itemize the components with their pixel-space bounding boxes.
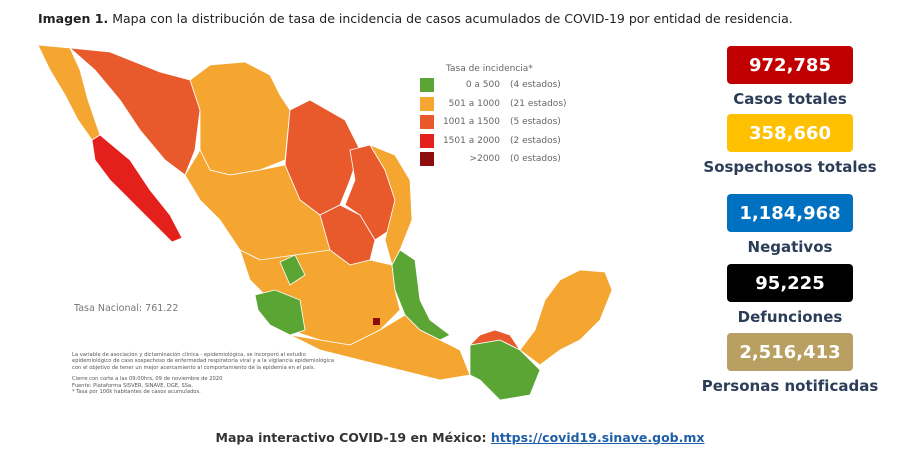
stat-value: 95,225	[727, 264, 853, 302]
map	[37, 44, 613, 401]
legend-swatch	[420, 78, 434, 93]
state	[91, 134, 183, 243]
note-line: con el objetivo de tener un mejor acerca…	[72, 364, 316, 371]
stat-label: Defunciones	[737, 308, 843, 326]
note-line: epidemiológico de caso sospechoso de enf…	[72, 358, 335, 365]
legend-range: >2000	[469, 154, 500, 165]
legend-item: 1501 a 2000 (2 estados)	[420, 132, 567, 151]
state	[391, 249, 451, 341]
legend-title: Tasa de incidencia*	[446, 64, 533, 74]
legend-item: 1001 a 1500 (5 estados)	[420, 113, 567, 132]
state	[189, 61, 291, 176]
stat-value: 358,660	[727, 114, 853, 152]
legend-item: 501 a 1000 (21 estados)	[420, 95, 567, 114]
note-line: Fuente: Plataforma SISVER, SINAVE, DGE, …	[72, 382, 193, 389]
stat-label: Negativos	[747, 238, 833, 256]
notes: La variable de asociación y dictaminació…	[72, 352, 334, 395]
note-line: * Tasa por 100k habitantes de casos acum…	[72, 389, 201, 396]
legend-range: 1501 a 2000	[442, 135, 500, 146]
state	[68, 47, 201, 176]
stat-label: Personas notificadas	[701, 377, 879, 395]
legend-range: 501 a 1000	[448, 98, 500, 109]
stat-label: Casos totales	[733, 90, 847, 108]
note-line: Cierre con corte a las 09:00hrs, 09 de n…	[72, 376, 223, 383]
stat-value: 972,785	[727, 46, 853, 84]
state	[468, 329, 522, 352]
legend-count: (2 estados)	[510, 135, 561, 146]
state	[254, 289, 306, 336]
stat-value: 1,184,968	[727, 194, 853, 232]
legend-item: >2000 (0 estados)	[420, 150, 567, 169]
legend-count: (0 estados)	[510, 154, 561, 165]
state	[279, 254, 306, 286]
legend-count: (21 estados)	[510, 98, 567, 109]
footer: Mapa interactivo COVID-19 en México: htt…	[0, 430, 920, 445]
national-rate: Tasa Nacional: 761.22	[74, 303, 179, 314]
note-line: La variable de asociación y dictaminació…	[72, 352, 306, 358]
legend-swatch	[420, 96, 434, 111]
state	[519, 269, 613, 366]
state	[289, 314, 471, 381]
state	[373, 318, 380, 325]
legend-range: 1001 a 1500	[442, 117, 500, 128]
legend-swatch	[420, 133, 434, 148]
stat-label: Sospechosos totales	[703, 158, 877, 176]
legend-swatch	[420, 152, 434, 167]
stat-value: 2,516,413	[727, 333, 853, 371]
legend-range: 0 a 500	[465, 80, 500, 91]
legend-count: (4 estados)	[510, 80, 561, 91]
title-text: Mapa con la distribución de tasa de inci…	[112, 11, 793, 26]
legend-swatch	[420, 115, 434, 130]
legend-item: 0 a 500 (4 estados)	[420, 76, 567, 95]
title: Imagen 1. Mapa con la distribución de tas…	[38, 11, 793, 26]
title-bold: Imagen 1.	[38, 11, 109, 26]
footer-link[interactable]: https://covid19.sinave.gob.mx	[490, 430, 705, 445]
footer-text: Mapa interactivo COVID-19 en México:	[215, 430, 487, 445]
legend-count: (5 estados)	[510, 117, 561, 128]
legend: Tasa de incidencia* 0 a 500 (4 estados) 50…	[420, 64, 567, 169]
